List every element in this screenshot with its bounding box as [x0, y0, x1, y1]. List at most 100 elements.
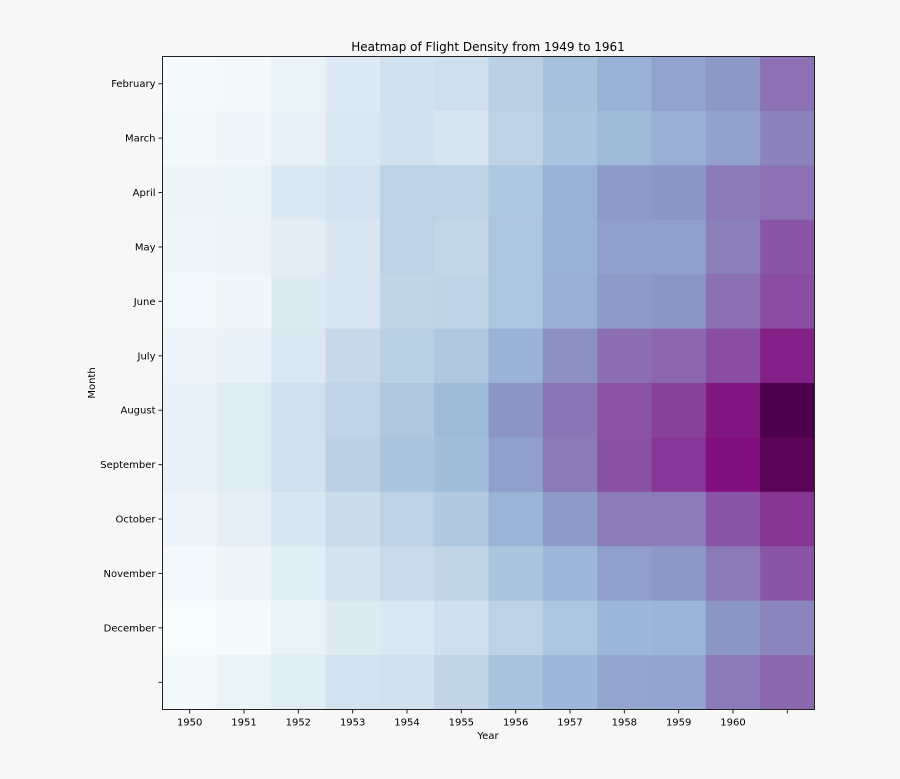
heatmap-cell	[271, 274, 326, 330]
heatmap-cell	[651, 437, 707, 493]
x-tick-label: 1952	[286, 718, 311, 729]
x-axis-label: Year	[476, 731, 499, 742]
heatmap-cell	[542, 655, 598, 710]
heatmap-cell	[597, 437, 652, 493]
heatmap-cell	[271, 56, 326, 112]
heatmap-cell	[216, 383, 272, 438]
y-tick-label: October	[115, 515, 156, 526]
heatmap-cell	[488, 383, 544, 438]
heatmap-cell	[379, 383, 435, 438]
heatmap-cell	[705, 110, 761, 166]
heatmap-cell	[162, 110, 218, 166]
heatmap-cell	[597, 328, 652, 384]
heatmap-cell	[705, 655, 761, 710]
heatmap-cell	[216, 56, 272, 112]
x-tick-label: 1954	[394, 718, 419, 729]
heatmap-cell	[597, 165, 652, 221]
heatmap-cell	[651, 383, 707, 438]
heatmap-cell	[162, 328, 218, 384]
heatmap-cells	[162, 56, 815, 710]
heatmap-cell	[597, 600, 652, 656]
heatmap-cell	[542, 546, 598, 602]
heatmap-cell	[488, 328, 544, 384]
heatmap-cell	[434, 383, 489, 438]
heatmap-cell	[325, 383, 381, 438]
heatmap-cell	[434, 219, 489, 275]
heatmap-cell	[162, 546, 218, 602]
heatmap-cell	[434, 655, 489, 710]
x-tick-label: 1960	[720, 718, 745, 729]
heatmap-cell	[325, 328, 381, 384]
heatmap-cell	[162, 600, 218, 656]
heatmap-cell	[488, 655, 544, 710]
heatmap-cell	[325, 165, 381, 221]
heatmap-cell	[434, 110, 489, 166]
heatmap-cell	[434, 165, 489, 221]
heatmap-cell	[216, 546, 272, 602]
heatmap-cell	[325, 600, 381, 656]
heatmap-cell	[379, 437, 435, 493]
heatmap-cell	[434, 274, 489, 330]
heatmap-cell	[216, 219, 272, 275]
heatmap-cell	[325, 219, 381, 275]
heatmap-cell	[542, 437, 598, 493]
heatmap-cell	[379, 328, 435, 384]
heatmap-cell	[705, 165, 761, 221]
heatmap-cell	[162, 383, 218, 438]
heatmap-cell	[216, 274, 272, 330]
x-axis-ticks: 1950 1951 1952 1953 1954 1955 1956 1957 1958 1959…	[177, 709, 788, 729]
heatmap-cell	[379, 546, 435, 602]
heatmap-cell	[651, 546, 707, 602]
heatmap-cell	[651, 165, 707, 221]
heatmap-cell	[162, 219, 218, 275]
heatmap-cell	[651, 491, 707, 547]
heatmap-cell	[216, 437, 272, 493]
heatmap-cell	[379, 491, 435, 547]
heatmap-cell	[760, 383, 815, 438]
heatmap-cell	[162, 274, 218, 330]
heatmap-cell	[325, 274, 381, 330]
heatmap-cell	[760, 56, 815, 112]
heatmap-cell	[379, 600, 435, 656]
heatmap-cell	[705, 600, 761, 656]
heatmap-cell	[379, 56, 435, 112]
x-tick-label: 1955	[449, 718, 474, 729]
heatmap-cell	[705, 546, 761, 602]
heatmap-cell	[162, 437, 218, 493]
heatmap-cell	[651, 110, 707, 166]
heatmap-cell	[216, 328, 272, 384]
heatmap-cell	[488, 274, 544, 330]
heatmap-cell	[597, 491, 652, 547]
heatmap-cell	[488, 546, 544, 602]
heatmap-cell	[271, 328, 326, 384]
heatmap-cell	[271, 491, 326, 547]
heatmap-cell	[597, 383, 652, 438]
y-tick-label: September	[100, 460, 156, 471]
heatmap-cell	[271, 383, 326, 438]
heatmap-cell	[434, 491, 489, 547]
heatmap-cell	[488, 56, 544, 112]
heatmap-cell	[162, 56, 218, 112]
heatmap-cell	[542, 110, 598, 166]
heatmap-cell	[597, 655, 652, 710]
heatmap-cell	[434, 56, 489, 112]
heatmap-cell	[597, 274, 652, 330]
heatmap-cell	[597, 110, 652, 166]
heatmap-cell	[271, 600, 326, 656]
heatmap-cell	[488, 491, 544, 547]
heatmap-cell	[434, 328, 489, 384]
heatmap-cell	[162, 491, 218, 547]
heatmap-cell	[542, 274, 598, 330]
heatmap-cell	[488, 600, 544, 656]
heatmap-cell	[651, 328, 707, 384]
heatmap-cell	[651, 655, 707, 710]
heatmap-cell	[542, 56, 598, 112]
heatmap-cell	[162, 655, 218, 710]
x-tick-label: 1958	[612, 718, 637, 729]
heatmap-cell	[325, 110, 381, 166]
heatmap-cell	[597, 219, 652, 275]
heatmap-cell	[760, 110, 815, 166]
y-tick-label: November	[103, 569, 156, 580]
heatmap-cell	[705, 328, 761, 384]
